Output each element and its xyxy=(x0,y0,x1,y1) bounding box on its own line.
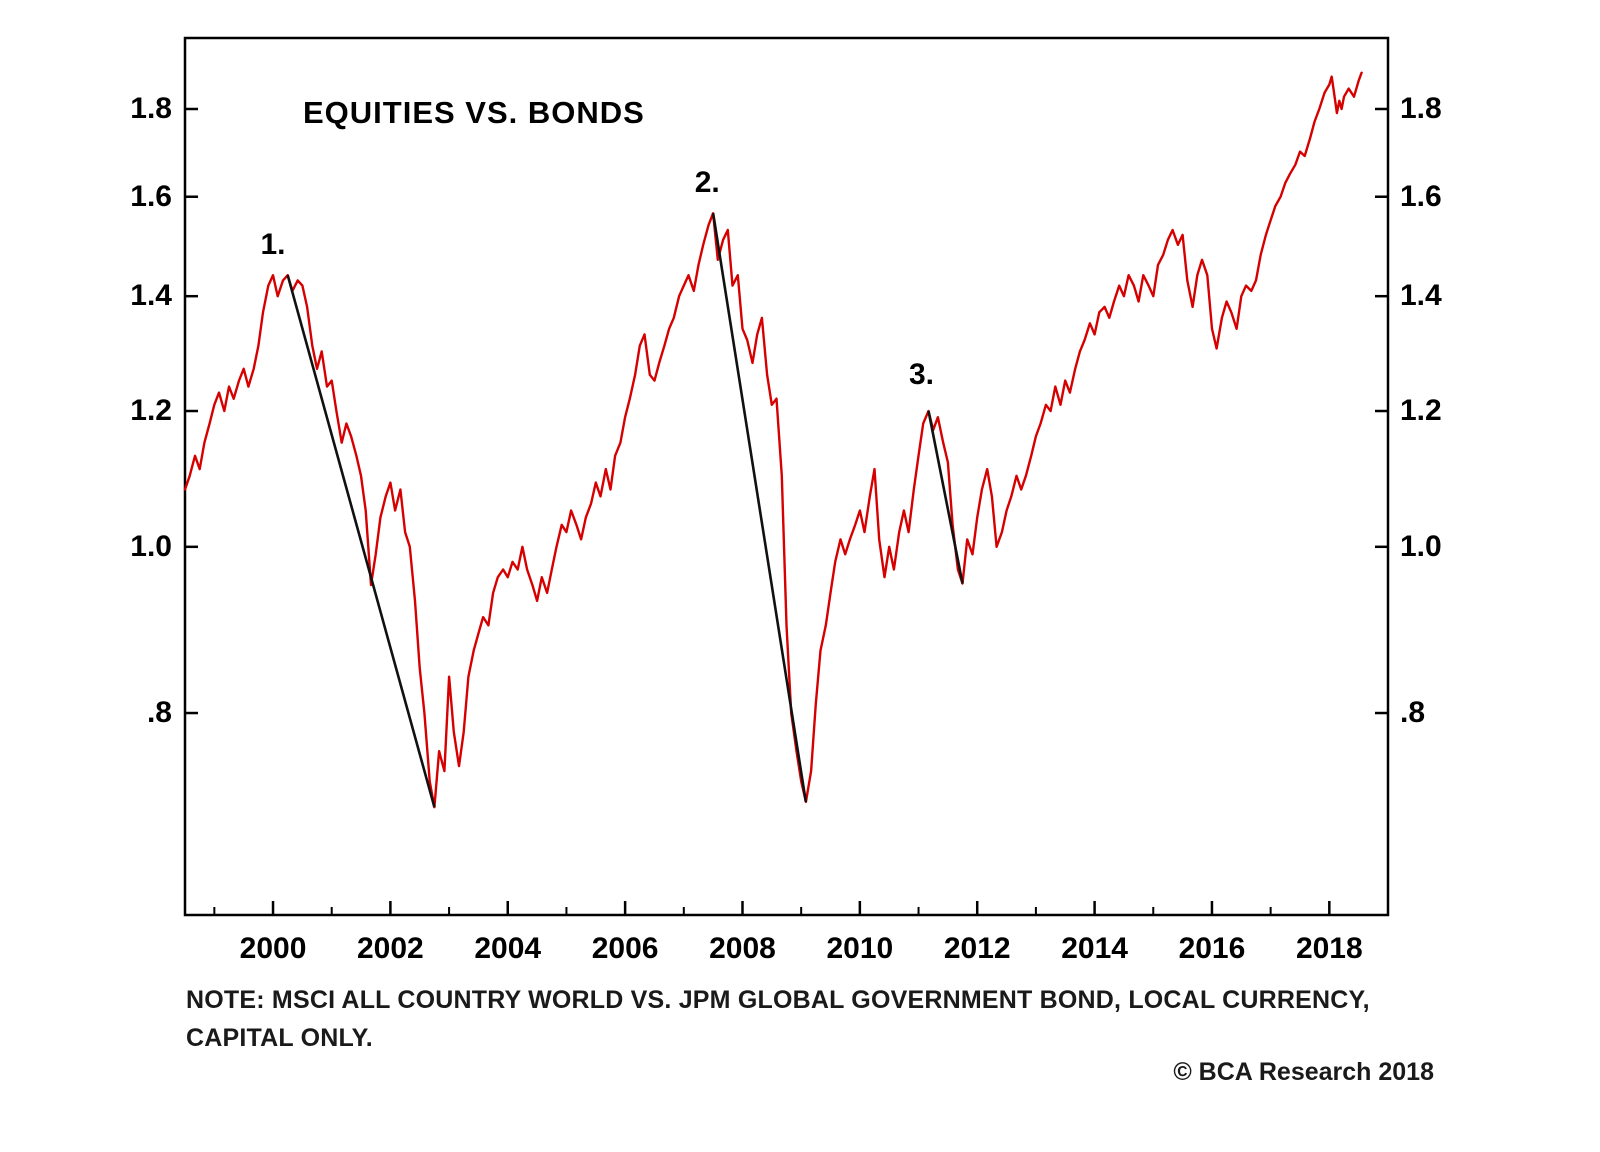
price-line xyxy=(183,71,1363,809)
trend-line xyxy=(286,274,436,808)
trend-line xyxy=(927,410,964,584)
trend-line xyxy=(711,212,808,803)
plot-border xyxy=(183,36,1390,917)
